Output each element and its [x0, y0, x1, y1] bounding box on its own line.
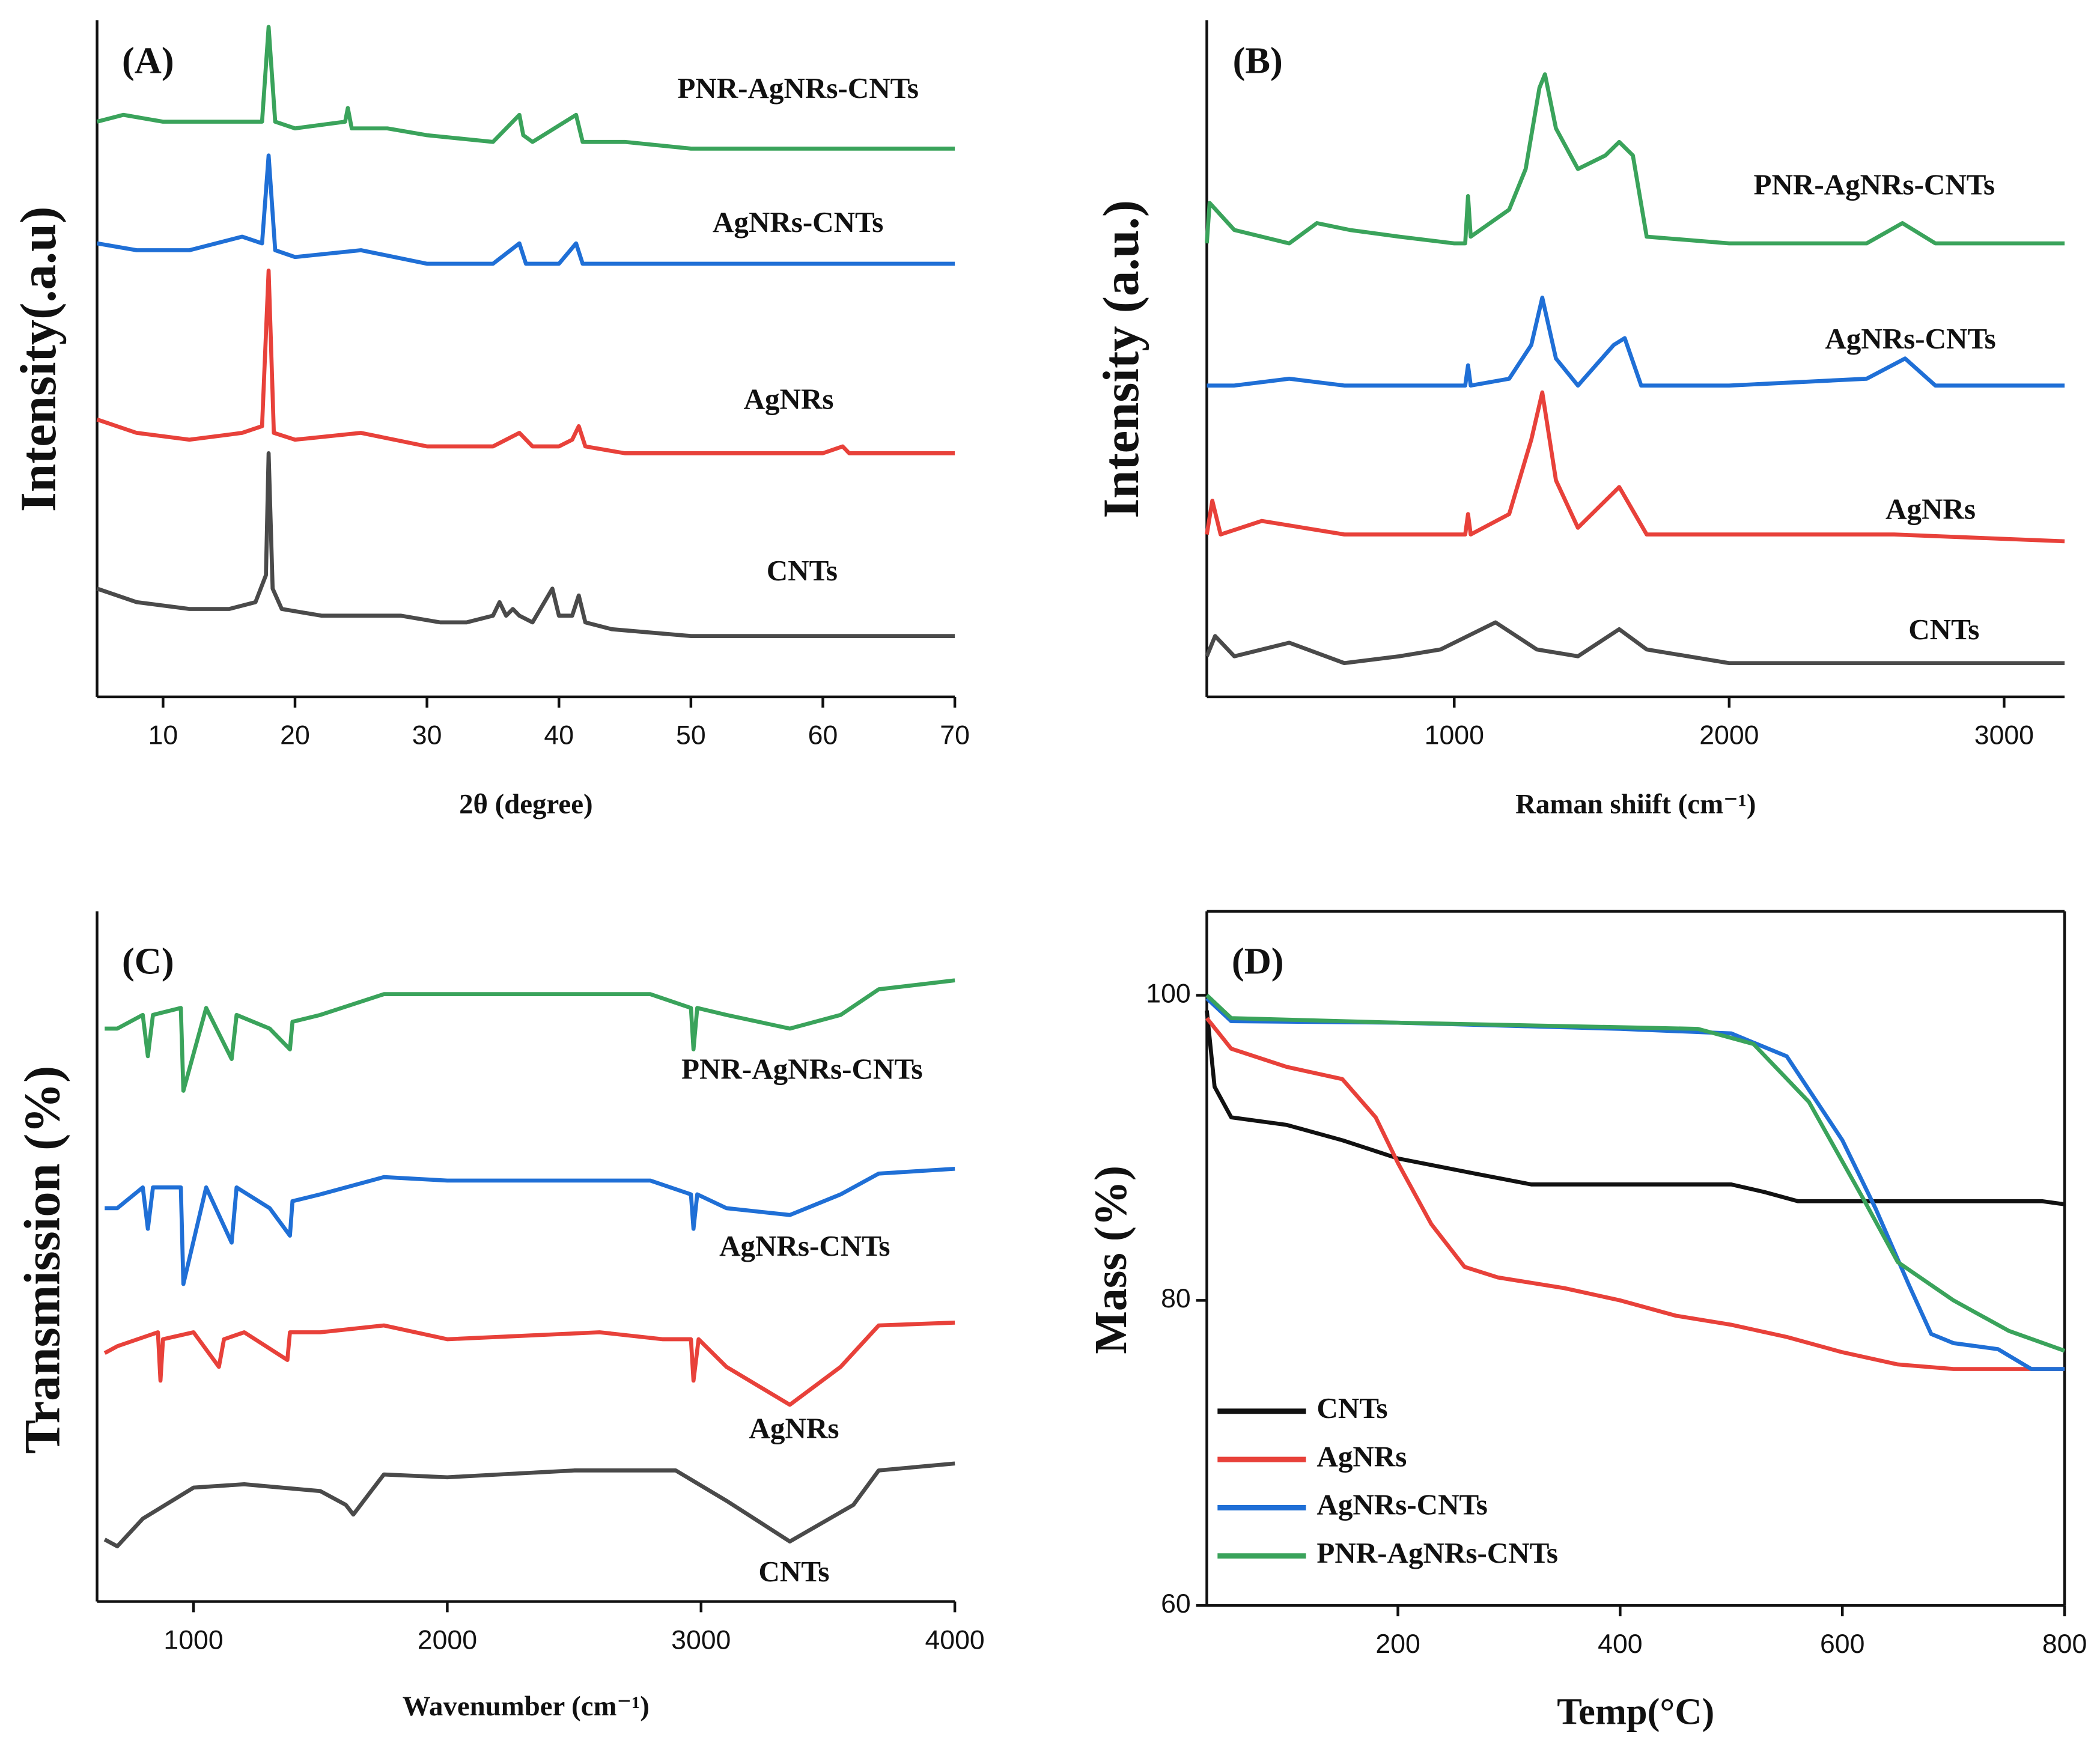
legend-label: CNTs: [1316, 1391, 1387, 1425]
x-tick-label: 800: [2042, 1629, 2087, 1659]
x-tick-label: 40: [544, 721, 574, 750]
x-tick-label: 60: [808, 721, 838, 750]
legend-label: AgNRs-CNTs: [1316, 1488, 1487, 1521]
x-tick-label: 600: [1820, 1629, 1864, 1659]
series-line: [1205, 1017, 2065, 1371]
x-tick-label: 30: [412, 721, 442, 750]
legend-label: PNR-AgNRs-CNTs: [1316, 1536, 1558, 1569]
series-line: [103, 1321, 955, 1407]
y-axis-label: Intensity (a.u.): [1093, 200, 1149, 519]
y-tick-label: 80: [1161, 1284, 1191, 1313]
x-axis-label: Raman shiift (cm⁻¹): [1515, 789, 1756, 820]
x-tick-label: 3000: [1974, 721, 2034, 750]
x-tick-label: 3000: [671, 1625, 731, 1655]
x-tick-label: 1000: [1425, 721, 1484, 750]
series-line: [1205, 620, 2065, 666]
series-line: [1205, 390, 2065, 544]
series-line: [103, 1461, 955, 1549]
x-tick-label: 2000: [418, 1625, 477, 1655]
x-tick-label: 4000: [925, 1625, 985, 1655]
y-axis-label: Transmission (%): [14, 1066, 70, 1454]
series-line: [1207, 296, 2065, 388]
series-line: [105, 1166, 955, 1286]
series-label: AgNRs: [744, 382, 834, 415]
y-tick-label: 100: [1146, 979, 1190, 1008]
x-tick-label: 2000: [1699, 721, 1759, 750]
x-axis-label: Wavenumber (cm⁻¹): [403, 1691, 650, 1722]
series-line: [96, 153, 955, 266]
legend-label: AgNRs: [1316, 1440, 1407, 1473]
series-line: [96, 25, 955, 151]
x-tick-label: 70: [940, 721, 970, 750]
series-label: AgNRs-CNTs: [1825, 322, 1995, 355]
x-tick-label: 200: [1375, 1629, 1420, 1659]
series-label: CNTs: [758, 1555, 829, 1588]
series-line: [1205, 994, 2066, 1353]
y-axis-label: Mass (%): [1086, 1166, 1136, 1354]
series-label: PNR-AgNRs-CNTs: [681, 1053, 923, 1086]
series-label: PNR-AgNRs-CNTs: [677, 71, 919, 105]
x-tick-label: 20: [280, 721, 310, 750]
series-line: [1205, 1010, 2065, 1206]
series-label: AgNRs: [1885, 492, 1976, 525]
x-axis-label: Temp(°C): [1557, 1690, 1714, 1732]
series-label: PNR-AgNRs-CNTs: [1754, 168, 1995, 201]
series-line: [96, 269, 955, 455]
x-tick-label: 400: [1598, 1629, 1642, 1659]
y-axis-label: Intensity(.a.u): [10, 207, 67, 512]
series-label: AgNRs-CNTs: [719, 1229, 890, 1262]
x-tick-label: 1000: [163, 1625, 223, 1655]
panel-label: (D): [1232, 940, 1284, 982]
x-tick-label: 50: [676, 721, 706, 750]
y-tick-label: 60: [1161, 1589, 1191, 1619]
series-label: CNTs: [767, 554, 838, 587]
panel-label: (C): [122, 940, 174, 982]
series-line: [1205, 72, 2065, 246]
x-axis-label: 2θ (degree): [459, 789, 593, 820]
x-tick-label: 10: [148, 721, 178, 750]
series-label: AgNRs-CNTs: [713, 205, 883, 239]
series-label: CNTs: [1908, 613, 1979, 646]
series-line: [105, 978, 955, 1093]
series-label: AgNRs: [749, 1412, 839, 1445]
panel-label: (B): [1233, 39, 1283, 81]
series-line: [96, 451, 955, 638]
panel-label: (A): [122, 39, 174, 81]
